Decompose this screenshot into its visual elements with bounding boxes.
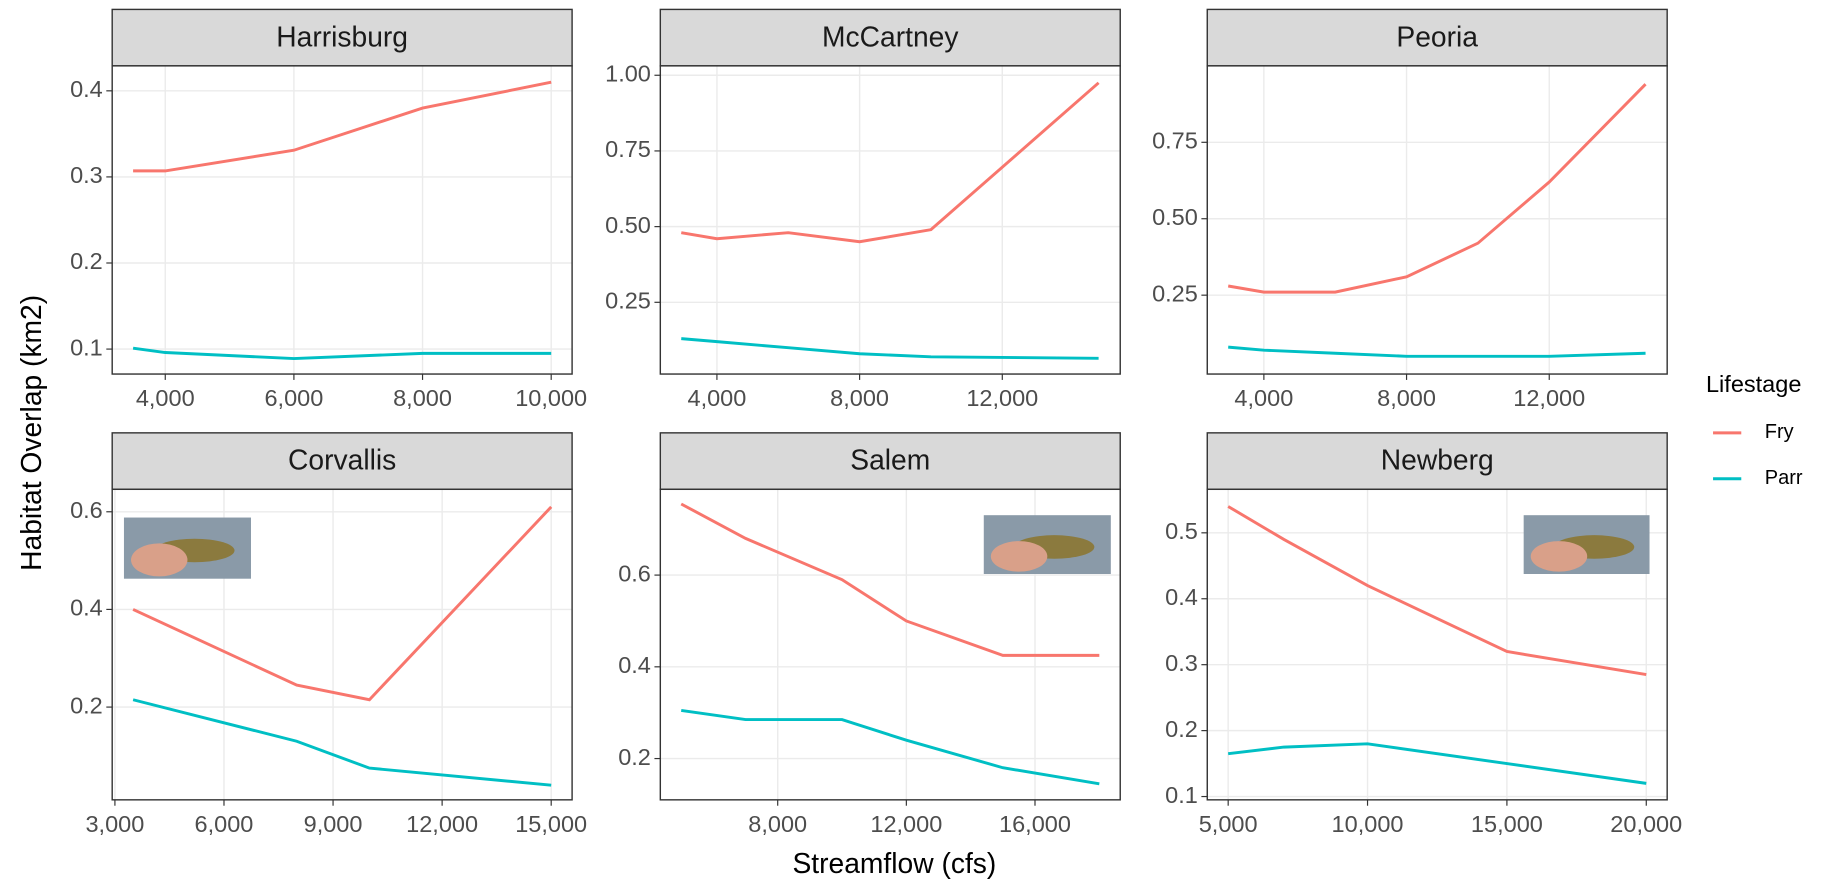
x-tick-label: 5,000 xyxy=(1199,811,1258,837)
y-tick-label: 0.1 xyxy=(1165,782,1198,808)
x-tick-label: 20,000 xyxy=(1610,811,1682,837)
strip xyxy=(1206,432,1668,491)
panel-border xyxy=(659,488,1121,801)
y-tick-label: 0.25 xyxy=(1152,280,1198,306)
x-tick-label: 6,000 xyxy=(264,385,323,411)
series-line xyxy=(132,346,552,361)
x-tick-label: 10,000 xyxy=(1332,811,1404,837)
panel-title: Harrisburg xyxy=(276,20,408,52)
y-tick-label: 0.4 xyxy=(1165,584,1198,610)
x-tick-label: 12,000 xyxy=(966,385,1038,411)
panel: Salem 8,000 12,000 16,000 0.2 0.4 0.6 xyxy=(618,432,1121,837)
panel: Corvallis 3,000 6,000 9,000 12,000 15,000 0.2 0… xyxy=(70,432,587,837)
fish-photo xyxy=(983,515,1111,575)
y-tick-label: 0.75 xyxy=(1152,128,1198,154)
panel-border xyxy=(1206,65,1668,375)
strip xyxy=(659,8,1121,67)
y-tick-label: 0.75 xyxy=(605,136,651,162)
series-line xyxy=(680,502,1100,657)
x-tick-label: 12,000 xyxy=(406,811,478,837)
panel-border xyxy=(111,65,573,375)
x-tick-label: 8,000 xyxy=(393,385,452,411)
fish-photo xyxy=(123,517,251,579)
y-tick-label: 0.1 xyxy=(70,334,103,360)
plot-background xyxy=(112,65,573,375)
series-line xyxy=(133,80,552,173)
panel-border xyxy=(659,65,1121,375)
panel: Harrisburg 4,000 6,000 8,000 10,000 0.1 0.2 0.3… xyxy=(70,8,587,411)
legend: Fry Parr xyxy=(1713,421,1803,489)
x-tick-label: 8,000 xyxy=(748,811,807,837)
x-axis-title: Streamflow (cfs) xyxy=(792,847,996,879)
panel-title: Peoria xyxy=(1396,20,1478,52)
y-tick-label: 0.3 xyxy=(1165,650,1198,676)
panel: McCartney 4,000 8,000 12,000 0.25 0.50 0.75 1.0… xyxy=(605,8,1121,411)
x-tick-label: 8,000 xyxy=(1377,385,1436,411)
series-line xyxy=(681,81,1100,244)
x-tick-label: 4,000 xyxy=(687,385,746,411)
series-line xyxy=(132,698,552,787)
panel: Peoria 4,000 8,000 12,000 0.25 0.50 0.75 xyxy=(1152,8,1668,411)
y-tick-label: 0.5 xyxy=(1165,518,1198,544)
y-tick-label: 0.4 xyxy=(618,652,651,678)
x-tick-label: 12,000 xyxy=(870,811,942,837)
y-tick-label: 0.6 xyxy=(618,560,651,586)
series-line xyxy=(1227,505,1647,677)
x-tick-label: 8,000 xyxy=(830,385,889,411)
legend-label: Fry xyxy=(1765,421,1794,443)
plot-background xyxy=(660,65,1121,375)
series-line xyxy=(1227,83,1647,294)
panel-title: Salem xyxy=(850,444,930,476)
panels: Harrisburg 4,000 6,000 8,000 10,000 0.1 0.2 0.3… xyxy=(70,8,1682,837)
strip xyxy=(1206,8,1668,67)
y-tick-label: 0.3 xyxy=(70,162,103,188)
x-tick-label: 4,000 xyxy=(136,385,195,411)
strip xyxy=(659,432,1121,491)
panel-title: Newberg xyxy=(1381,444,1494,476)
plot-background xyxy=(1207,65,1668,375)
series-line xyxy=(681,337,1099,360)
legend-title: Lifestage xyxy=(1706,371,1801,397)
series-line xyxy=(681,708,1100,786)
series-line xyxy=(132,505,553,702)
x-tick-label: 10,000 xyxy=(515,385,587,411)
x-tick-label: 4,000 xyxy=(1234,385,1293,411)
y-tick-label: 0.4 xyxy=(70,595,103,621)
x-tick-label: 3,000 xyxy=(85,811,144,837)
panel-title: Corvallis xyxy=(288,444,396,476)
panel-border xyxy=(1206,488,1668,801)
y-tick-label: 0.4 xyxy=(70,76,103,102)
strip xyxy=(111,432,573,491)
fish-photo xyxy=(1523,515,1650,575)
strip xyxy=(111,8,573,67)
y-tick-label: 0.2 xyxy=(1165,716,1198,742)
y-tick-label: 0.25 xyxy=(605,288,651,314)
y-tick-label: 0.50 xyxy=(1152,204,1198,230)
x-tick-label: 16,000 xyxy=(999,811,1071,837)
x-tick-label: 15,000 xyxy=(1471,811,1543,837)
panel-border xyxy=(111,488,573,801)
y-tick-label: 0.6 xyxy=(70,497,103,523)
series-line xyxy=(1227,742,1647,785)
x-tick-label: 12,000 xyxy=(1513,385,1585,411)
legend-label: Parr xyxy=(1765,467,1803,489)
panel-title: McCartney xyxy=(822,20,959,52)
x-tick-label: 9,000 xyxy=(304,811,363,837)
y-tick-label: 0.2 xyxy=(70,692,103,718)
y-tick-label: 0.2 xyxy=(70,248,103,274)
series-line xyxy=(1228,345,1646,358)
x-tick-label: 6,000 xyxy=(195,811,254,837)
y-tick-label: 1.00 xyxy=(605,60,651,86)
panel: Newberg 5,000 10,000 15,000 20,000 0.1 0.2 0.3 0… xyxy=(1165,432,1682,837)
y-axis-title: Habitat Overlap (km2) xyxy=(15,295,47,571)
y-tick-label: 0.2 xyxy=(618,744,651,770)
y-tick-label: 0.50 xyxy=(605,212,651,238)
x-tick-label: 15,000 xyxy=(515,811,587,837)
